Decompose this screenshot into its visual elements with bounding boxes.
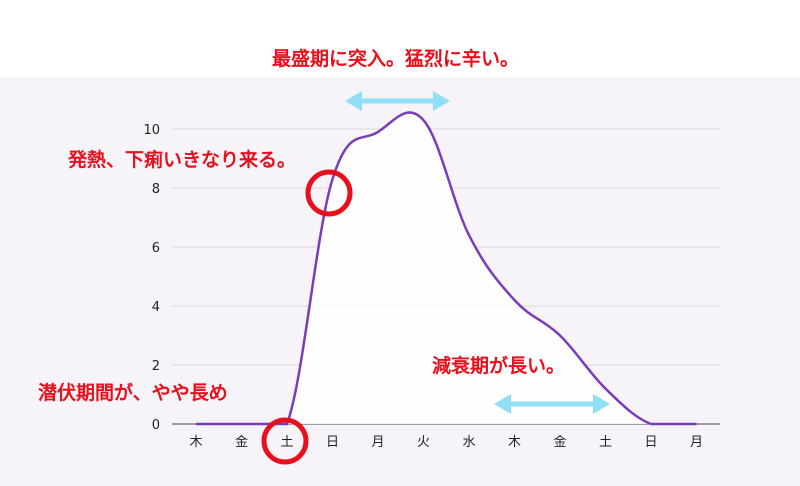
- incubation-annotation: 潜伏期間が、やや長め: [38, 382, 228, 404]
- y-tick-label: 2: [152, 359, 160, 374]
- onset-highlight-circle: [305, 169, 353, 217]
- data-point: [513, 299, 516, 301]
- x-tick-label: 火: [417, 435, 430, 450]
- x-tick-label: 金: [235, 434, 248, 450]
- peak-annotation: 最盛期に突入。猛烈に辛い。: [272, 48, 520, 70]
- data-point: [331, 178, 334, 180]
- y-tick-labels: 0 2 4 6 8 10: [143, 123, 160, 433]
- data-point: [195, 423, 197, 425]
- y-tick-label: 4: [152, 300, 160, 315]
- recovery-annotation: 減衰期が長い。: [432, 355, 566, 377]
- peak-period-arrow: [345, 91, 450, 111]
- data-point: [695, 423, 698, 425]
- y-tick-label: 8: [152, 182, 160, 197]
- x-tick-labels: 木金土日月火水木金土日月: [189, 434, 703, 450]
- x-tick-label: 木: [508, 435, 521, 450]
- data-point: [650, 423, 652, 425]
- data-point: [422, 119, 425, 121]
- onset-annotation: 発熱、下痢いきなり来る。: [68, 149, 297, 171]
- y-tick-label: 0: [152, 418, 160, 433]
- x-tick-label: 月: [371, 435, 384, 450]
- x-tick-label: 金: [553, 434, 566, 450]
- data-point: [604, 387, 607, 390]
- x-tick-label: 土: [280, 435, 293, 450]
- data-point: [240, 423, 243, 425]
- data-point: [377, 131, 379, 133]
- x-tick-label: 水: [462, 435, 475, 450]
- x-tick-label: 日: [644, 435, 657, 450]
- y-tick-label: 10: [143, 123, 160, 138]
- data-points: [195, 119, 698, 425]
- data-point: [559, 334, 561, 337]
- area-fill: [196, 112, 697, 424]
- y-tick-label: 6: [152, 241, 160, 256]
- x-tick-label: 月: [690, 435, 703, 450]
- data-point: [468, 234, 470, 236]
- saturday-highlight-circle: [261, 417, 309, 465]
- x-tick-label: 木: [189, 435, 202, 450]
- data-point: [286, 423, 288, 425]
- x-tick-label: 土: [599, 435, 612, 450]
- x-tick-label: 日: [326, 435, 339, 450]
- recovery-period-arrow: [494, 394, 610, 414]
